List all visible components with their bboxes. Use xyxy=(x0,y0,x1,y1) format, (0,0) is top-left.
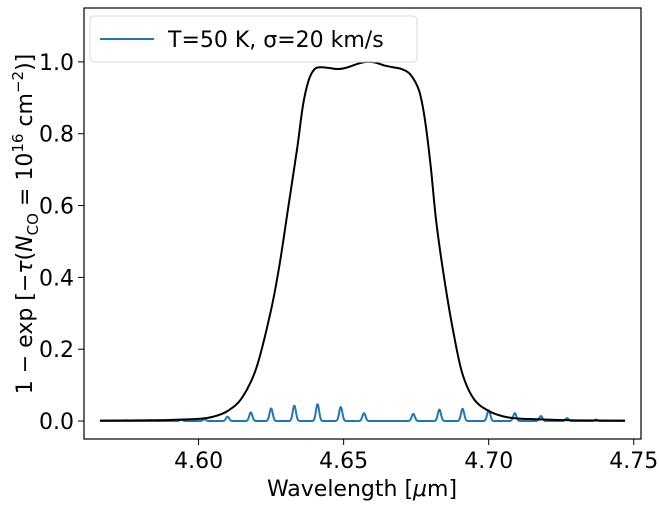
x-axis-label: Wavelength [μm] xyxy=(267,477,457,502)
legend: T=50 K, σ=20 km/s xyxy=(89,15,418,63)
y-tick-label: 0.8 xyxy=(39,123,74,148)
x-tick-label: 4.60 xyxy=(174,449,223,474)
x-tick-label: 4.65 xyxy=(319,449,368,474)
legend-label-series-1: T=50 K, σ=20 km/s xyxy=(167,28,384,53)
y-tick-label: 0.4 xyxy=(39,266,74,291)
y-tick-label: 0.2 xyxy=(39,338,74,363)
series-line-1 xyxy=(99,403,626,423)
x-axis: 4.60 4.65 4.70 4.75 xyxy=(174,439,658,474)
y-tick-label: 0.0 xyxy=(39,410,74,435)
plot-frame xyxy=(83,7,642,440)
legend-box xyxy=(89,15,418,63)
x-tick-label: 4.75 xyxy=(609,449,658,474)
y-axis: 0.0 0.2 0.4 0.6 0.8 1.0 xyxy=(39,51,84,435)
y-tick-label: 0.6 xyxy=(39,195,74,220)
y-tick-label: 1.0 xyxy=(39,51,74,76)
x-tick-label: 4.70 xyxy=(464,449,513,474)
y-axis-label: 1 − exp [−τ(NCO = 1016 cm−2)] xyxy=(9,54,42,395)
plot-area xyxy=(84,8,641,439)
